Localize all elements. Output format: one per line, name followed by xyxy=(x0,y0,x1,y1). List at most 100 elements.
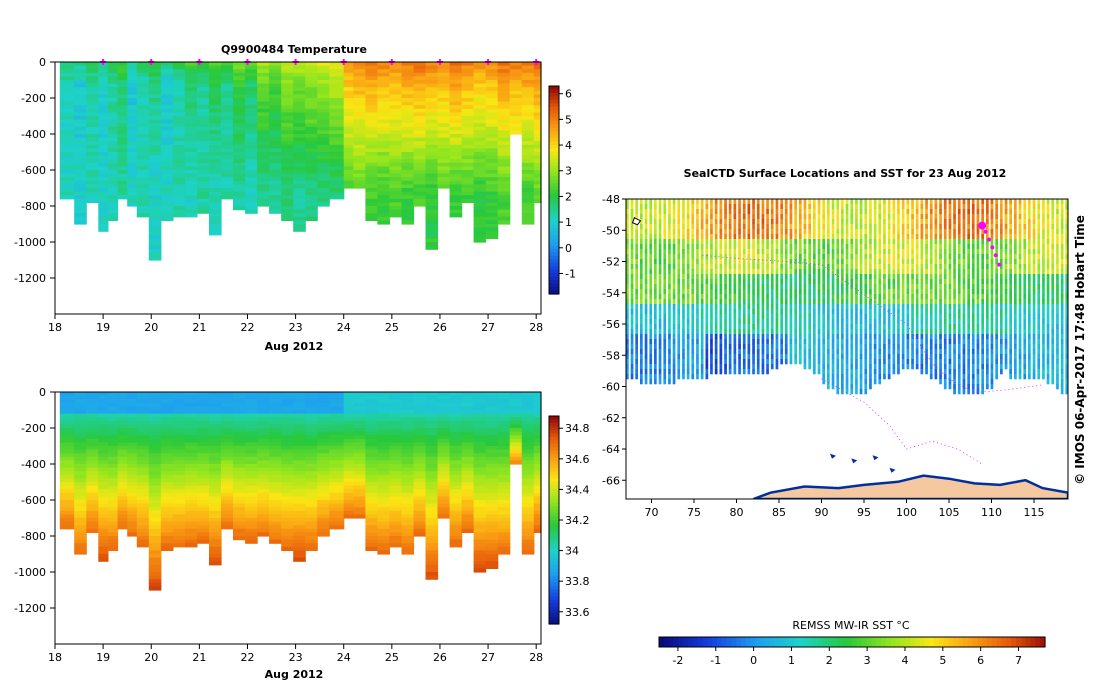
depth-cell xyxy=(473,62,487,67)
depth-cell xyxy=(98,220,109,225)
sst-cell xyxy=(742,229,746,235)
depth-cell xyxy=(401,507,415,512)
sst-cell xyxy=(686,324,690,330)
depth-cell xyxy=(98,180,109,185)
depth-cell xyxy=(127,155,138,160)
sst-cell xyxy=(747,324,751,330)
depth-cell xyxy=(425,105,439,110)
depth-cell xyxy=(257,191,270,196)
depth-cell xyxy=(257,112,270,117)
depth-cell xyxy=(449,456,463,461)
sst-cell xyxy=(724,239,727,245)
depth-cell xyxy=(377,119,390,124)
depth-cell xyxy=(485,456,499,461)
sst-cell xyxy=(668,204,671,210)
depth-cell xyxy=(209,399,222,404)
depth-cell xyxy=(485,442,499,447)
depth-cell xyxy=(233,496,246,501)
depth-cell xyxy=(148,500,162,505)
depth-cell xyxy=(317,202,330,207)
sst-cell xyxy=(719,244,723,250)
sst-cell xyxy=(682,334,685,340)
depth-cell xyxy=(533,170,542,175)
depth-cell xyxy=(485,392,499,397)
sst-cell xyxy=(710,294,713,300)
depth-cell xyxy=(329,489,345,494)
depth-cell xyxy=(449,489,463,494)
depth-cell xyxy=(365,69,378,74)
depth-cell xyxy=(136,496,150,501)
depth-cell xyxy=(389,417,402,422)
sst-cell xyxy=(686,209,690,215)
depth-cell xyxy=(160,449,174,454)
depth-cell xyxy=(148,245,162,250)
profile-column xyxy=(461,392,475,533)
depth-cell xyxy=(377,438,390,443)
depth-cell xyxy=(127,195,138,200)
depth-cell xyxy=(107,521,119,526)
depth-cell xyxy=(172,148,186,153)
depth-cell xyxy=(521,112,535,117)
depth-cell xyxy=(401,148,415,153)
depth-cell xyxy=(413,435,427,440)
depth-cell xyxy=(401,152,415,157)
depth-cell xyxy=(233,141,246,146)
depth-cell xyxy=(305,119,318,124)
depth-cell xyxy=(329,112,345,117)
depth-cell xyxy=(281,69,294,74)
depth-cell xyxy=(209,65,222,70)
profile-column xyxy=(197,392,210,544)
depth-cell xyxy=(117,525,128,530)
depth-cell xyxy=(485,108,499,113)
sst-cell xyxy=(742,284,746,290)
depth-cell xyxy=(269,144,282,149)
profile-column xyxy=(86,62,99,203)
colorbar-swatch xyxy=(549,214,559,219)
depth-cell xyxy=(117,431,128,436)
depth-cell xyxy=(281,72,294,77)
depth-cell xyxy=(521,528,535,533)
depth-cell xyxy=(233,137,246,142)
depth-cell xyxy=(461,471,475,476)
sst-cell xyxy=(640,209,643,215)
depth-cell xyxy=(269,101,282,106)
depth-cell xyxy=(136,108,150,113)
depth-cell xyxy=(377,510,390,515)
depth-cell xyxy=(317,105,330,110)
depth-cell xyxy=(389,152,402,157)
sst-cell xyxy=(640,349,643,355)
depth-cell xyxy=(86,514,99,519)
depth-cell xyxy=(172,162,186,167)
depth-cell xyxy=(449,521,463,526)
depth-cell xyxy=(98,177,109,182)
sst-cell xyxy=(733,329,737,335)
depth-cell xyxy=(461,195,475,200)
profile-column xyxy=(305,62,318,221)
depth-cell xyxy=(107,108,119,113)
depth-cell xyxy=(329,83,345,88)
sst-cell xyxy=(668,374,671,380)
depth-cell xyxy=(160,442,174,447)
depth-cell xyxy=(269,489,282,494)
sst-cell xyxy=(742,364,746,370)
depth-cell xyxy=(449,543,463,548)
depth-cell xyxy=(401,467,415,472)
depth-cell xyxy=(521,134,535,139)
sst-cell xyxy=(719,204,723,210)
depth-cell xyxy=(197,456,210,461)
depth-cell xyxy=(497,72,511,77)
depth-cell xyxy=(160,546,174,551)
sst-cell xyxy=(640,319,643,325)
depth-cell xyxy=(172,442,186,447)
sst-cell xyxy=(752,274,755,280)
depth-cell xyxy=(377,155,390,160)
depth-cell xyxy=(377,202,390,207)
sst-cell xyxy=(672,229,676,235)
depth-cell xyxy=(437,500,451,505)
depth-cell xyxy=(497,80,511,85)
depth-cell xyxy=(148,198,162,203)
depth-cell xyxy=(461,180,475,185)
depth-cell xyxy=(401,417,415,422)
depth-cell xyxy=(172,137,186,142)
depth-cell xyxy=(461,184,475,189)
